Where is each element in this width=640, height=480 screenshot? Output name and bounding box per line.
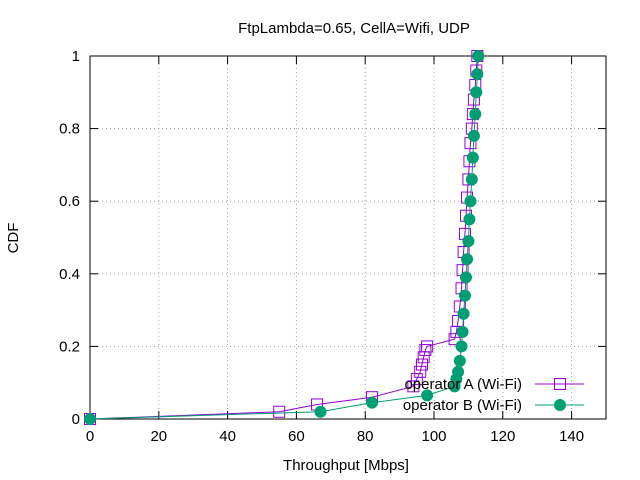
data-point <box>467 129 480 142</box>
data-point <box>470 86 483 99</box>
series-1 <box>84 50 484 425</box>
chart-title: FtpLambda=0.65, CellA=Wifi, UDP <box>238 20 470 37</box>
data-point <box>458 289 471 302</box>
series-2 <box>84 50 485 425</box>
x-tick-label: 20 <box>150 428 167 445</box>
data-point <box>273 405 286 418</box>
x-tick-label: 120 <box>490 428 515 445</box>
legend-marker <box>554 399 566 411</box>
axis-ticks: 0 20 40 60 80 100 120 140 0 0.2 0.4 0.6 0.8 1 <box>59 48 606 445</box>
y-tick-label: 0.6 <box>59 193 80 210</box>
y-tick-label: 0.4 <box>59 266 80 283</box>
data-point <box>421 340 434 353</box>
data-point <box>314 405 327 418</box>
y-tick-label: 0.2 <box>59 338 80 355</box>
data-point <box>466 151 479 164</box>
x-axis-label: Throughput [Mbps] <box>283 457 409 474</box>
y-tick-label: 0 <box>72 411 80 428</box>
y-tick-label: 0.8 <box>59 121 80 138</box>
data-point <box>461 253 474 266</box>
y-tick-label: 1 <box>72 48 80 65</box>
data-point <box>421 389 434 402</box>
data-point <box>457 307 470 320</box>
grid-lines <box>90 56 606 419</box>
legend-marker <box>554 378 566 390</box>
series-line <box>89 55 479 420</box>
data-point <box>469 108 482 121</box>
legend-label: operator B (Wi-Fi) <box>403 397 522 414</box>
data-point <box>366 396 379 409</box>
data-point <box>448 333 461 346</box>
data-point <box>472 50 485 62</box>
x-tick-label: 0 <box>86 428 94 445</box>
series-layer <box>84 50 485 425</box>
data-point <box>456 325 469 338</box>
data-point <box>459 271 472 284</box>
legend-label: operator A (Wi-Fi) <box>404 376 522 393</box>
data-point <box>453 354 466 367</box>
x-tick-label: 40 <box>219 428 236 445</box>
x-tick-label: 60 <box>288 428 305 445</box>
data-point <box>410 373 423 386</box>
y-axis-label: CDF <box>5 223 22 254</box>
data-point <box>455 340 468 353</box>
data-point <box>471 68 484 81</box>
data-point <box>414 365 427 378</box>
data-point <box>463 213 476 226</box>
data-point <box>84 413 96 425</box>
data-point <box>465 173 478 186</box>
data-point <box>415 358 428 371</box>
data-point <box>419 344 432 357</box>
legend: operator A (Wi-Fi) operator B (Wi-Fi) <box>403 376 584 414</box>
x-tick-label: 100 <box>421 428 446 445</box>
data-point <box>464 195 477 208</box>
x-tick-label: 80 <box>357 428 374 445</box>
plot-frame <box>89 55 607 420</box>
x-tick-label: 140 <box>559 428 584 445</box>
data-point <box>462 235 475 248</box>
series-line <box>89 55 478 420</box>
data-point <box>407 380 420 393</box>
